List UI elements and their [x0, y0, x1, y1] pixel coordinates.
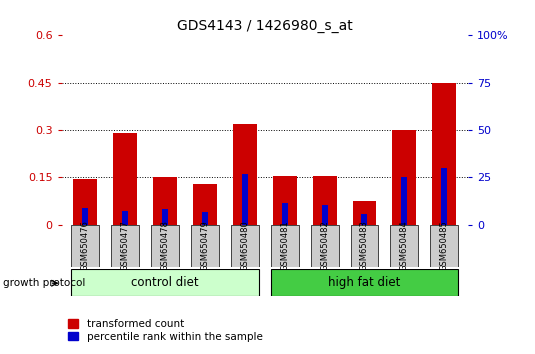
Text: GSM650485: GSM650485	[440, 221, 449, 272]
Text: GSM650482: GSM650482	[320, 221, 329, 272]
Bar	[282, 203, 288, 225]
Bar	[72, 225, 100, 267]
Bar	[392, 130, 416, 225]
Bar	[111, 225, 139, 267]
Bar	[312, 176, 337, 225]
Bar	[430, 225, 458, 267]
Bar	[82, 208, 88, 225]
Text: GSM650480: GSM650480	[240, 221, 249, 272]
Bar	[353, 201, 377, 225]
Bar	[123, 211, 128, 225]
Bar	[311, 225, 339, 267]
Text: GSM650478: GSM650478	[160, 221, 170, 272]
Bar	[362, 215, 368, 225]
Bar	[322, 205, 327, 225]
Title: GDS4143 / 1426980_s_at: GDS4143 / 1426980_s_at	[177, 19, 353, 33]
Bar	[153, 177, 177, 225]
Bar	[231, 225, 259, 267]
Text: GSM650479: GSM650479	[201, 221, 210, 272]
Bar	[202, 212, 208, 225]
Bar	[193, 184, 217, 225]
Text: GSM650477: GSM650477	[121, 221, 130, 272]
Text: high fat diet: high fat diet	[328, 276, 401, 289]
Text: GSM650484: GSM650484	[400, 221, 409, 272]
Legend: transformed count, percentile rank within the sample: transformed count, percentile rank withi…	[68, 319, 263, 342]
Bar	[432, 83, 456, 225]
Text: growth protocol: growth protocol	[3, 278, 85, 288]
Bar	[73, 179, 97, 225]
Bar	[401, 177, 407, 225]
Text: GSM650476: GSM650476	[81, 221, 90, 272]
Bar	[191, 225, 219, 267]
Bar	[162, 209, 168, 225]
Bar	[151, 225, 179, 267]
Bar	[273, 176, 297, 225]
Bar	[350, 225, 378, 267]
Bar	[72, 269, 259, 296]
Bar	[233, 124, 257, 225]
Bar	[391, 225, 418, 267]
Bar	[242, 174, 248, 225]
Bar	[271, 225, 299, 267]
Bar	[441, 168, 447, 225]
Bar	[271, 269, 458, 296]
Bar	[113, 133, 137, 225]
Text: GSM650481: GSM650481	[280, 221, 289, 272]
Text: control diet: control diet	[132, 276, 199, 289]
Text: GSM650483: GSM650483	[360, 221, 369, 272]
